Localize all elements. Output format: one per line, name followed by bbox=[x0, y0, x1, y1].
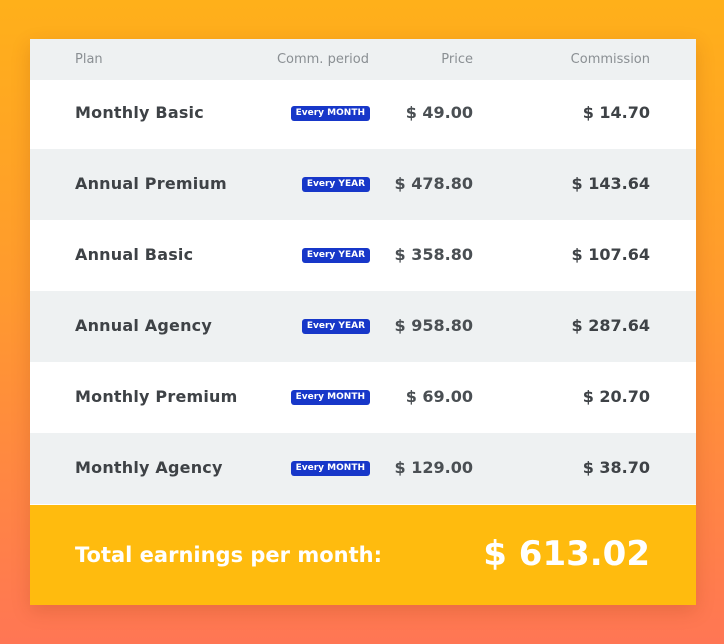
price-value: $ 958.80 bbox=[394, 316, 473, 335]
price-value: $ 478.80 bbox=[394, 174, 473, 193]
period-badge: Every YEAR bbox=[301, 319, 370, 334]
commission-value: $ 143.64 bbox=[571, 174, 650, 193]
price-value: $ 69.00 bbox=[405, 387, 473, 406]
plan-name: Monthly Agency bbox=[75, 458, 223, 477]
period-badge: Every MONTH bbox=[290, 390, 370, 405]
total-earnings-value: $ 613.02 bbox=[483, 534, 650, 574]
table-row: Monthly Basic Every MONTH $ 49.00 $ 14.7… bbox=[30, 80, 696, 149]
table-header: Plan Comm. period Price Commission bbox=[30, 39, 696, 80]
commission-value: $ 287.64 bbox=[571, 316, 650, 335]
header-price: Price bbox=[441, 52, 473, 67]
table-row: Monthly Premium Every MONTH $ 69.00 $ 20… bbox=[30, 362, 696, 433]
header-commission: Commission bbox=[570, 52, 650, 67]
table-row: Annual Basic Every YEAR $ 358.80 $ 107.6… bbox=[30, 220, 696, 291]
header-plan: Plan bbox=[75, 52, 103, 67]
period-badge: Every MONTH bbox=[290, 106, 370, 121]
plan-name: Monthly Basic bbox=[75, 103, 204, 122]
price-value: $ 129.00 bbox=[394, 458, 473, 477]
commission-value: $ 14.70 bbox=[582, 103, 650, 122]
period-badge: Every YEAR bbox=[301, 248, 370, 263]
period-badge: Every MONTH bbox=[290, 461, 370, 476]
commission-value: $ 20.70 bbox=[582, 387, 650, 406]
plan-name: Monthly Premium bbox=[75, 387, 238, 406]
period-badge: Every YEAR bbox=[301, 177, 370, 192]
plan-name: Annual Basic bbox=[75, 245, 194, 264]
commission-value: $ 107.64 bbox=[571, 245, 650, 264]
total-earnings-footer: Total earnings per month: $ 613.02 bbox=[30, 505, 696, 605]
table-row: Monthly Agency Every MONTH $ 129.00 $ 38… bbox=[30, 433, 696, 504]
plan-name: Annual Premium bbox=[75, 174, 227, 193]
commission-value: $ 38.70 bbox=[582, 458, 650, 477]
plan-name: Annual Agency bbox=[75, 316, 212, 335]
header-comm-period: Comm. period bbox=[276, 52, 369, 67]
price-value: $ 358.80 bbox=[394, 245, 473, 264]
table-body: Monthly Basic Every MONTH $ 49.00 $ 14.7… bbox=[30, 80, 696, 504]
commission-table-card: Plan Comm. period Price Commission Month… bbox=[30, 39, 696, 605]
table-row: Annual Agency Every YEAR $ 958.80 $ 287.… bbox=[30, 291, 696, 362]
total-earnings-label: Total earnings per month: bbox=[75, 543, 382, 567]
table-row: Annual Premium Every YEAR $ 478.80 $ 143… bbox=[30, 149, 696, 220]
price-value: $ 49.00 bbox=[405, 103, 473, 122]
